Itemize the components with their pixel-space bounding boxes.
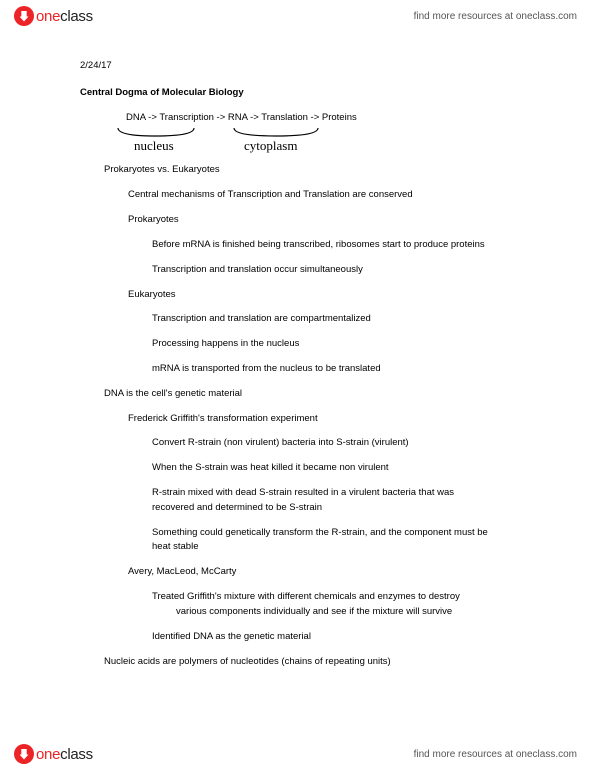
brand-logo-footer[interactable]: oneclass [14, 744, 93, 764]
header-tagline[interactable]: find more resources at oneclass.com [414, 11, 577, 22]
heading-griffith: Frederick Griffith's transformation expe… [128, 413, 535, 426]
line-prok-2: Transcription and translation occur simu… [152, 264, 535, 277]
note-title: Central Dogma of Molecular Biology [80, 87, 535, 100]
brand-name-part1: one [36, 8, 60, 25]
line-griffith-4a: Something could genetically transform th… [152, 527, 535, 540]
brand-name-part1-footer: one [36, 746, 60, 763]
dogma-flow: DNA -> Transcription -> RNA -> Translati… [126, 112, 535, 125]
brand-name-part2-footer: class [60, 746, 93, 763]
heading-prok-vs-euk: Prokaryotes vs. Eukaryotes [104, 164, 535, 177]
line-prok-1: Before mRNA is finished being transcribe… [152, 239, 535, 252]
footer: oneclass find more resources at oneclass… [0, 738, 595, 770]
line-griffith-3b: recovered and determined to be S-strain [152, 502, 535, 515]
document-body: 2/24/17 Central Dogma of Molecular Biolo… [80, 60, 535, 680]
brand-logo[interactable]: oneclass [14, 6, 93, 26]
line-griffith-1: Convert R-strain (non virulent) bacteria… [152, 437, 535, 450]
line-griffith-4b: heat stable [152, 541, 535, 554]
line-avery-1b: various components individually and see … [176, 606, 535, 619]
header: oneclass find more resources at oneclass… [0, 0, 595, 32]
line-griffith-3a: R-strain mixed with dead S-strain result… [152, 487, 535, 500]
footer-tagline[interactable]: find more resources at oneclass.com [414, 749, 577, 760]
line-avery-2: Identified DNA as the genetic material [152, 631, 535, 644]
hand-label-cytoplasm: cytoplasm [244, 138, 297, 153]
line-euk-2: Processing happens in the nucleus [152, 338, 535, 351]
heading-dna-genetic: DNA is the cell's genetic material [104, 388, 535, 401]
note-date: 2/24/17 [80, 60, 535, 73]
handwritten-annotation: nucleus cytoplasm [116, 126, 535, 154]
hand-label-nucleus: nucleus [134, 138, 174, 153]
heading-prokaryotes: Prokaryotes [128, 214, 535, 227]
download-arrow-icon [14, 744, 34, 764]
line-conserved: Central mechanisms of Transcription and … [128, 189, 535, 202]
handwriting-svg: nucleus cytoplasm [116, 126, 416, 154]
heading-eukaryotes: Eukaryotes [128, 289, 535, 302]
heading-avery: Avery, MacLeod, McCarty [128, 566, 535, 579]
heading-nucleic-acids: Nucleic acids are polymers of nucleotide… [104, 656, 535, 669]
brand-name-footer: oneclass [36, 746, 93, 763]
line-griffith-2: When the S-strain was heat killed it bec… [152, 462, 535, 475]
brand-name: oneclass [36, 8, 93, 25]
download-arrow-icon [14, 6, 34, 26]
line-euk-1: Transcription and translation are compar… [152, 313, 535, 326]
line-euk-3: mRNA is transported from the nucleus to … [152, 363, 535, 376]
brand-name-part2: class [60, 8, 93, 25]
line-avery-1a: Treated Griffith's mixture with differen… [152, 591, 535, 604]
